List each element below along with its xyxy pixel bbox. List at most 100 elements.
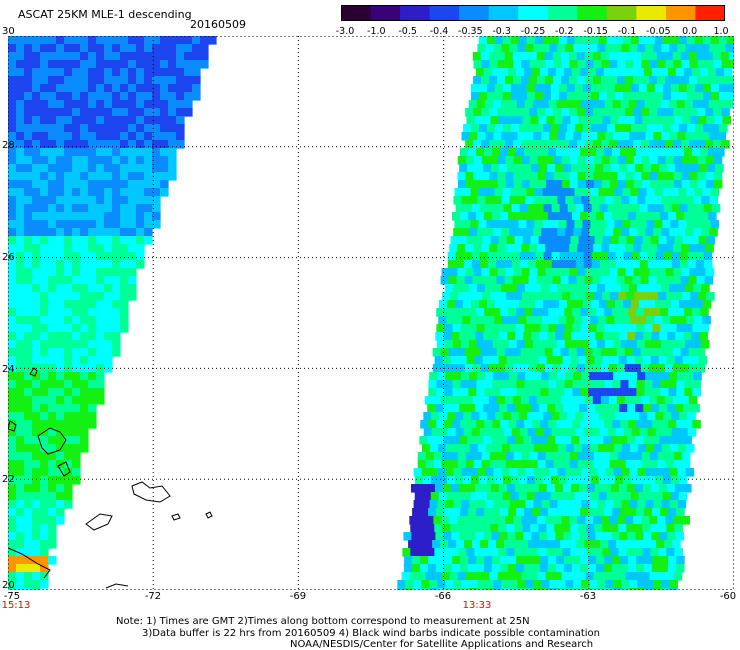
- swath-cell: [605, 444, 615, 453]
- swath-cell: [700, 340, 710, 349]
- swath-cell: [521, 60, 531, 69]
- swath-cell: [485, 500, 495, 509]
- swath-cell: [658, 524, 667, 533]
- swath-cell: [645, 588, 654, 590]
- swath-cell: [569, 180, 579, 189]
- swath-cell: [80, 124, 89, 133]
- swath-cell: [633, 76, 642, 85]
- swath-cell: [96, 292, 105, 301]
- swath-cell: [458, 236, 468, 245]
- swath-cell: [96, 260, 105, 269]
- swath-cell: [651, 404, 660, 413]
- swath-cell: [449, 268, 459, 277]
- swath-cell: [8, 148, 17, 157]
- swath-cell: [448, 396, 458, 405]
- swath-cell: [48, 244, 57, 253]
- swath-cell: [494, 36, 504, 45]
- swath-cell: [484, 340, 494, 349]
- swath-cell: [152, 92, 161, 101]
- swath-cell: [80, 116, 89, 125]
- swath-cell: [526, 316, 535, 325]
- swath-cell: [585, 244, 594, 253]
- swath-cell: [517, 284, 526, 293]
- swath-cell: [540, 100, 550, 109]
- swath-cell: [499, 404, 508, 413]
- swath-cell: [560, 396, 570, 405]
- swath-cell: [104, 68, 113, 77]
- swath-cell: [430, 492, 440, 501]
- swath-cell: [610, 524, 619, 533]
- lon-label-69: -69: [289, 591, 307, 602]
- swath-cell: [537, 452, 547, 461]
- swath-cell: [80, 308, 89, 317]
- swath-cell: [572, 508, 581, 517]
- swath-cell: [447, 428, 457, 437]
- swath-cell: [529, 180, 539, 189]
- swath-cell: [505, 76, 514, 85]
- swath-cell: [613, 580, 622, 589]
- swath-cell: [80, 84, 89, 93]
- swath-cell: [550, 300, 560, 309]
- swath-cell: [531, 564, 541, 573]
- swath-cell: [120, 268, 129, 277]
- swath-cell: [657, 108, 666, 117]
- swath-cell: [664, 276, 674, 285]
- swath-cell: [507, 564, 517, 573]
- swath-cell: [498, 484, 508, 493]
- swath-cell: [501, 228, 510, 237]
- swath-cell: [64, 156, 73, 165]
- swath-cell: [564, 148, 573, 157]
- swath-cell: [24, 84, 33, 93]
- swath-cell: [524, 340, 534, 349]
- swath-cell: [689, 268, 699, 277]
- swath-cell: [516, 100, 526, 109]
- colorbar-swatch: [665, 5, 696, 21]
- swath-cell: [56, 148, 65, 157]
- swath-cell: [8, 300, 17, 309]
- swath-cell: [168, 164, 177, 173]
- swath-cell: [72, 140, 81, 149]
- swath-cell: [397, 580, 406, 589]
- swath-cell: [555, 332, 564, 341]
- swath-cell: [651, 332, 660, 341]
- swath-cell: [80, 212, 89, 221]
- swath-cell: [590, 188, 600, 197]
- swath-cell: [184, 76, 193, 85]
- swath-cell: [590, 492, 600, 501]
- swath-cell: [660, 508, 669, 517]
- swath-cell: [647, 124, 656, 133]
- swath-cell: [16, 468, 25, 477]
- swath-cell: [566, 220, 576, 229]
- swath-cell: [565, 444, 575, 453]
- swath-cell: [674, 484, 684, 493]
- swath-cell: [691, 404, 700, 413]
- swath-cell: [674, 116, 684, 125]
- swath-cell: [481, 516, 490, 525]
- swath-cell: [468, 508, 477, 517]
- swath-cell: [659, 164, 668, 173]
- swath-cell: [453, 444, 463, 453]
- swath-cell: [558, 492, 568, 501]
- swath-cell: [112, 292, 121, 301]
- swath-cell: [613, 196, 623, 205]
- swath-cell: [453, 228, 462, 237]
- swath-cell: [643, 68, 653, 77]
- swath-cell: [465, 172, 475, 181]
- swath-cell: [593, 60, 603, 69]
- swath-cell: [56, 84, 65, 93]
- swath-cell: [429, 444, 439, 453]
- swath-cell: [514, 484, 524, 493]
- swath-cell: [401, 572, 411, 581]
- swath-cell: [631, 412, 640, 421]
- swath-cell: [40, 372, 49, 381]
- swath-cell: [516, 308, 525, 317]
- swath-cell: [491, 564, 501, 573]
- swath-cell: [473, 572, 483, 581]
- swath-cell: [515, 164, 524, 173]
- swath-cell: [553, 516, 562, 525]
- swath-cell: [678, 84, 688, 93]
- swath-cell: [552, 52, 562, 61]
- bahamas-eleuthera-outline: [37, 427, 67, 455]
- swath-cell: [24, 588, 33, 590]
- swath-cell: [544, 52, 554, 61]
